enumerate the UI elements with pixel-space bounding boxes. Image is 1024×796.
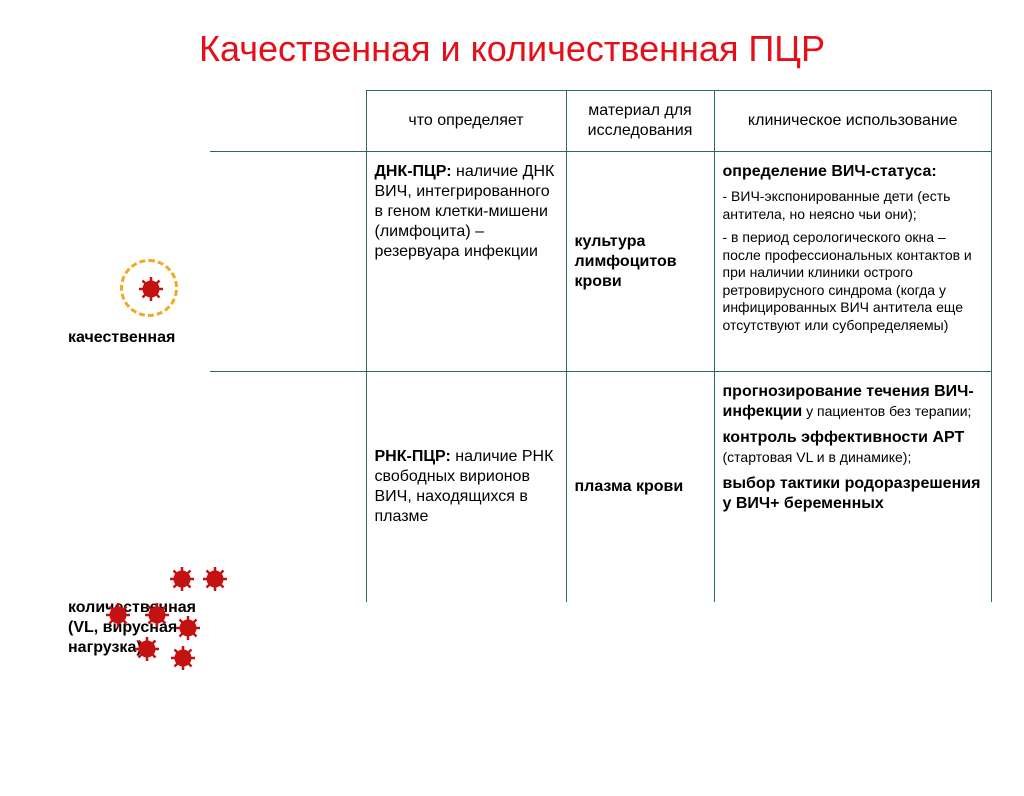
header-clinical: клиническое использование (714, 91, 992, 152)
header-determines: что определяет (366, 91, 566, 152)
virus-icon (171, 646, 195, 670)
virus-icon (176, 616, 200, 640)
cell-row2-clinical: прогнозирование течения ВИЧ-инфекции у п… (714, 372, 992, 602)
clinical-r2-t1: у пациентов без терапии; (802, 403, 971, 419)
page-title: Качественная и количественная ПЦР (0, 28, 1024, 70)
table-row: РНК-ПЦР: наличие РНК свободных вирионов … (210, 372, 992, 602)
material-r1: культура лимфоцитов крови (575, 233, 677, 290)
clinical-r2-b2: контроль эффективности АРТ (723, 429, 965, 446)
table-row: ДНК-ПЦР: наличие ДНК ВИЧ, интегрированно… (210, 152, 992, 372)
virus-icon (106, 603, 130, 627)
rna-pcr-label: РНК-ПЦР: (375, 448, 451, 465)
cell-row1-label (210, 152, 366, 372)
clinical-r1-title: определение ВИЧ-статуса: (723, 163, 937, 180)
virus-icon (203, 567, 227, 591)
pcr-table: что определяет материал для исследования… (210, 90, 992, 602)
clinical-r2-b3: выбор тактики родоразрешения у ВИЧ+ бере… (723, 475, 981, 512)
header-material: материал для исследования (566, 91, 714, 152)
clinical-r1-p1: - ВИЧ-экспонированные дети (есть антител… (723, 188, 984, 223)
cell-row2-label (210, 372, 366, 602)
clinical-r2-t2: (стартовая VL и в динамике); (723, 449, 912, 465)
virus-icon (139, 277, 163, 301)
cell-row1-material: культура лимфоцитов крови (566, 152, 714, 372)
virus-icon (145, 603, 169, 627)
cell-row1-determines: ДНК-ПЦР: наличие ДНК ВИЧ, интегрированно… (366, 152, 566, 372)
virus-icon (135, 637, 159, 661)
pcr-table-wrap: что определяет материал для исследования… (210, 90, 992, 602)
virus-icon (170, 567, 194, 591)
clinical-r1-p2: - в период серологического окна – после … (723, 229, 984, 334)
header-empty (210, 91, 366, 152)
cell-row2-determines: РНК-ПЦР: наличие РНК свободных вирионов … (366, 372, 566, 602)
cell-row1-clinical: определение ВИЧ-статуса: - ВИЧ-экспониро… (714, 152, 992, 372)
row1-label: качественная (68, 328, 198, 348)
table-row: что определяет материал для исследования… (210, 91, 992, 152)
dna-pcr-label: ДНК-ПЦР: (375, 163, 452, 180)
material-r2: плазма крови (575, 478, 684, 495)
cell-row2-material: плазма крови (566, 372, 714, 602)
